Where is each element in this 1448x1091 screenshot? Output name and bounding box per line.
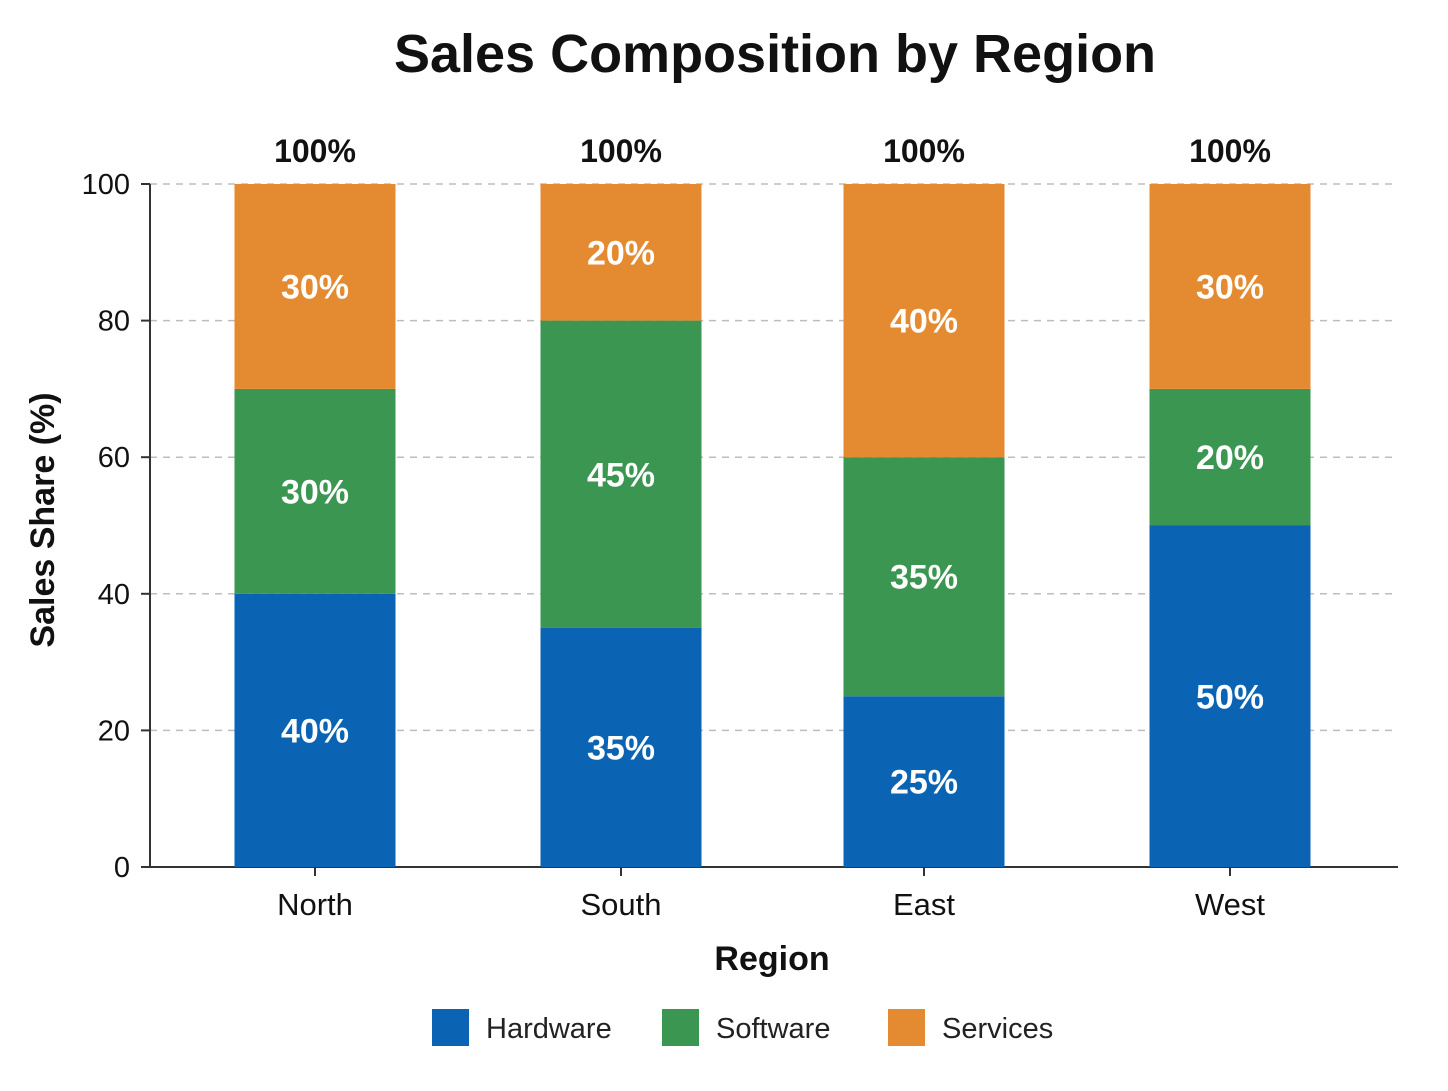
segment-value-label: 40%: [281, 712, 349, 750]
segment-value-label: 30%: [1196, 268, 1264, 306]
x-tick-label: South: [580, 887, 661, 922]
y-axis-title: Sales Share (%): [24, 392, 62, 647]
segment-value-label: 40%: [890, 303, 958, 341]
y-tick-label: 80: [98, 306, 130, 338]
data-labels: 40% 30% 30% 100% 35% 45% 20% 100% 25% 35% 40% 100% 5…: [274, 133, 1271, 802]
y-tick-label: 60: [98, 442, 130, 474]
bar-segment-services: [843, 184, 1005, 458]
x-tick-label: East: [893, 887, 955, 922]
legend-swatch-software: [662, 1009, 699, 1046]
legend-swatch-hardware: [432, 1009, 469, 1046]
legend-swatch-services: [888, 1009, 925, 1046]
y-tick-label: 0: [114, 852, 130, 884]
bar-total-label: 100%: [580, 133, 662, 169]
segment-value-label: 45%: [587, 456, 655, 494]
bars: [234, 184, 1311, 867]
segment-value-label: 20%: [1196, 439, 1264, 477]
x-tick-label: West: [1195, 887, 1265, 922]
bar-total-label: 100%: [1189, 133, 1271, 169]
segment-value-label: 50%: [1196, 678, 1264, 716]
segment-value-label: 35%: [587, 729, 655, 767]
bar-segment-hardware: [1149, 525, 1311, 867]
segment-value-label: 20%: [587, 234, 655, 272]
y-tick-label: 20: [98, 715, 130, 747]
bar-total-label: 100%: [274, 133, 356, 169]
x-axis-title: Region: [714, 940, 829, 978]
legend-label-services: Services: [942, 1013, 1053, 1045]
segment-value-label: 30%: [281, 268, 349, 306]
bar-segment-hardware: [234, 593, 396, 867]
legend-label-software: Software: [716, 1013, 830, 1045]
x-tick-label: North: [277, 887, 353, 922]
bar-segment-services: [234, 184, 396, 389]
bar-segment-software: [1149, 388, 1311, 526]
segment-value-label: 25%: [890, 764, 958, 802]
segment-value-label: 35%: [890, 559, 958, 597]
bar-segment-hardware: [540, 627, 702, 867]
legend-label-hardware: Hardware: [486, 1013, 612, 1045]
chart-title: Sales Composition by Region: [394, 24, 1156, 84]
bar-segment-hardware: [843, 696, 1005, 867]
segment-value-label: 30%: [281, 473, 349, 511]
bar-segment-services: [1149, 184, 1311, 389]
bar-segment-software: [843, 457, 1005, 697]
bar-segment-services: [540, 184, 702, 321]
y-tick-label: 40: [98, 579, 130, 611]
y-tick-label: 100: [82, 169, 130, 201]
bar-segment-software: [540, 320, 702, 628]
bar-segment-software: [234, 388, 396, 594]
bar-total-label: 100%: [883, 133, 965, 169]
legend: Hardware Software Services: [432, 1009, 1053, 1046]
